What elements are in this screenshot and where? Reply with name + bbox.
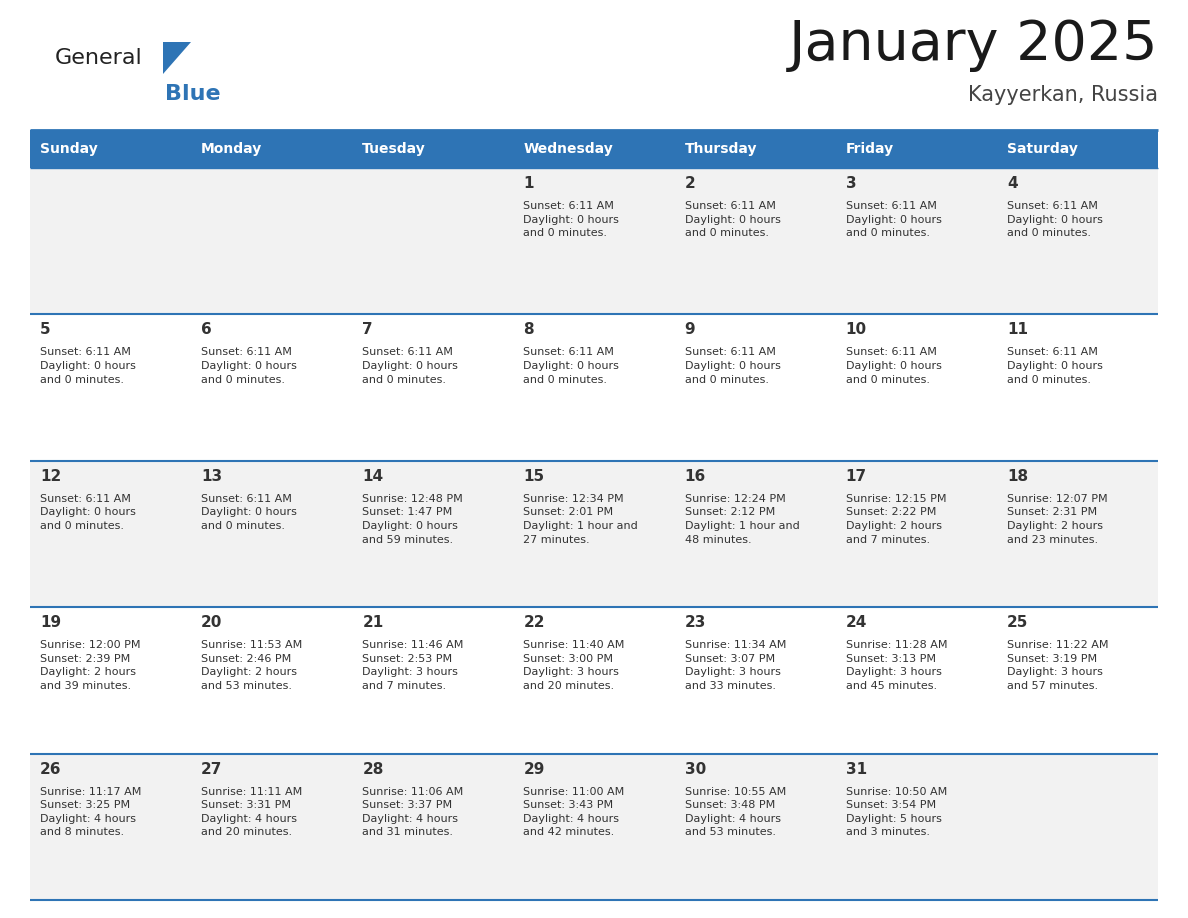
Bar (30, 314, 1158, 461)
Text: January 2025: January 2025 (789, 18, 1158, 72)
Text: 10: 10 (846, 322, 867, 338)
Text: Sunset: 6:11 AM
Daylight: 0 hours
and 0 minutes.: Sunset: 6:11 AM Daylight: 0 hours and 0 … (846, 347, 942, 385)
Text: Sunset: 6:11 AM
Daylight: 0 hours
and 0 minutes.: Sunset: 6:11 AM Daylight: 0 hours and 0 … (846, 201, 942, 238)
Bar (30, 607, 1158, 754)
Text: 6: 6 (201, 322, 211, 338)
Bar (30, 461, 1158, 607)
Text: 15: 15 (524, 469, 544, 484)
Text: 12: 12 (40, 469, 62, 484)
Text: Sunrise: 11:53 AM
Sunset: 2:46 PM
Daylight: 2 hours
and 53 minutes.: Sunrise: 11:53 AM Sunset: 2:46 PM Daylig… (201, 640, 303, 691)
Text: Sunrise: 10:55 AM
Sunset: 3:48 PM
Daylight: 4 hours
and 53 minutes.: Sunrise: 10:55 AM Sunset: 3:48 PM Daylig… (684, 787, 785, 837)
Text: 23: 23 (684, 615, 706, 630)
Text: 2: 2 (684, 176, 695, 191)
Text: Sunset: 6:11 AM
Daylight: 0 hours
and 0 minutes.: Sunset: 6:11 AM Daylight: 0 hours and 0 … (684, 201, 781, 238)
Text: Sunrise: 12:34 PM
Sunset: 2:01 PM
Daylight: 1 hour and
27 minutes.: Sunrise: 12:34 PM Sunset: 2:01 PM Daylig… (524, 494, 638, 544)
Text: Sunset: 6:11 AM
Daylight: 0 hours
and 0 minutes.: Sunset: 6:11 AM Daylight: 0 hours and 0 … (1007, 201, 1102, 238)
Text: 7: 7 (362, 322, 373, 338)
Text: 5: 5 (40, 322, 51, 338)
Text: Wednesday: Wednesday (524, 142, 613, 156)
Text: Monday: Monday (201, 142, 263, 156)
Text: Sunset: 6:11 AM
Daylight: 0 hours
and 0 minutes.: Sunset: 6:11 AM Daylight: 0 hours and 0 … (524, 201, 619, 238)
Text: 13: 13 (201, 469, 222, 484)
Text: Sunrise: 11:46 AM
Sunset: 2:53 PM
Daylight: 3 hours
and 7 minutes.: Sunrise: 11:46 AM Sunset: 2:53 PM Daylig… (362, 640, 463, 691)
Text: Sunset: 6:11 AM
Daylight: 0 hours
and 0 minutes.: Sunset: 6:11 AM Daylight: 0 hours and 0 … (40, 494, 135, 531)
Text: Saturday: Saturday (1007, 142, 1078, 156)
Text: 27: 27 (201, 762, 222, 777)
Text: 9: 9 (684, 322, 695, 338)
Text: Thursday: Thursday (684, 142, 757, 156)
Text: Sunrise: 12:24 PM
Sunset: 2:12 PM
Daylight: 1 hour and
48 minutes.: Sunrise: 12:24 PM Sunset: 2:12 PM Daylig… (684, 494, 800, 544)
Text: 21: 21 (362, 615, 384, 630)
Text: 4: 4 (1007, 176, 1017, 191)
Text: Sunset: 6:11 AM
Daylight: 0 hours
and 0 minutes.: Sunset: 6:11 AM Daylight: 0 hours and 0 … (684, 347, 781, 385)
Text: Sunrise: 11:40 AM
Sunset: 3:00 PM
Daylight: 3 hours
and 20 minutes.: Sunrise: 11:40 AM Sunset: 3:00 PM Daylig… (524, 640, 625, 691)
Text: Sunset: 6:11 AM
Daylight: 0 hours
and 0 minutes.: Sunset: 6:11 AM Daylight: 0 hours and 0 … (1007, 347, 1102, 385)
Text: Sunset: 6:11 AM
Daylight: 0 hours
and 0 minutes.: Sunset: 6:11 AM Daylight: 0 hours and 0 … (201, 494, 297, 531)
Text: Sunrise: 11:17 AM
Sunset: 3:25 PM
Daylight: 4 hours
and 8 minutes.: Sunrise: 11:17 AM Sunset: 3:25 PM Daylig… (40, 787, 141, 837)
Text: Sunset: 6:11 AM
Daylight: 0 hours
and 0 minutes.: Sunset: 6:11 AM Daylight: 0 hours and 0 … (524, 347, 619, 385)
Text: 1: 1 (524, 176, 533, 191)
Bar (30, 168, 1158, 314)
Text: 20: 20 (201, 615, 222, 630)
Text: 18: 18 (1007, 469, 1028, 484)
Text: Sunset: 6:11 AM
Daylight: 0 hours
and 0 minutes.: Sunset: 6:11 AM Daylight: 0 hours and 0 … (201, 347, 297, 385)
Text: 29: 29 (524, 762, 545, 777)
Text: Sunset: 6:11 AM
Daylight: 0 hours
and 0 minutes.: Sunset: 6:11 AM Daylight: 0 hours and 0 … (362, 347, 459, 385)
Text: 22: 22 (524, 615, 545, 630)
Text: 17: 17 (846, 469, 867, 484)
Text: 11: 11 (1007, 322, 1028, 338)
Text: Sunrise: 12:48 PM
Sunset: 1:47 PM
Daylight: 0 hours
and 59 minutes.: Sunrise: 12:48 PM Sunset: 1:47 PM Daylig… (362, 494, 463, 544)
Text: Sunday: Sunday (40, 142, 97, 156)
Text: Sunrise: 11:11 AM
Sunset: 3:31 PM
Daylight: 4 hours
and 20 minutes.: Sunrise: 11:11 AM Sunset: 3:31 PM Daylig… (201, 787, 303, 837)
Text: 14: 14 (362, 469, 384, 484)
Text: Sunrise: 12:00 PM
Sunset: 2:39 PM
Daylight: 2 hours
and 39 minutes.: Sunrise: 12:00 PM Sunset: 2:39 PM Daylig… (40, 640, 140, 691)
Text: Sunrise: 12:07 PM
Sunset: 2:31 PM
Daylight: 2 hours
and 23 minutes.: Sunrise: 12:07 PM Sunset: 2:31 PM Daylig… (1007, 494, 1107, 544)
Text: Sunrise: 12:15 PM
Sunset: 2:22 PM
Daylight: 2 hours
and 7 minutes.: Sunrise: 12:15 PM Sunset: 2:22 PM Daylig… (846, 494, 946, 544)
Text: Sunrise: 11:00 AM
Sunset: 3:43 PM
Daylight: 4 hours
and 42 minutes.: Sunrise: 11:00 AM Sunset: 3:43 PM Daylig… (524, 787, 625, 837)
Text: 19: 19 (40, 615, 61, 630)
Text: Friday: Friday (846, 142, 893, 156)
Polygon shape (163, 42, 191, 74)
Bar (30, 130, 1158, 168)
Text: 26: 26 (40, 762, 62, 777)
Text: Sunrise: 11:22 AM
Sunset: 3:19 PM
Daylight: 3 hours
and 57 minutes.: Sunrise: 11:22 AM Sunset: 3:19 PM Daylig… (1007, 640, 1108, 691)
Text: 8: 8 (524, 322, 535, 338)
Text: Blue: Blue (165, 84, 221, 104)
Text: 25: 25 (1007, 615, 1029, 630)
Text: 31: 31 (846, 762, 867, 777)
Text: General: General (55, 48, 143, 68)
Text: Tuesday: Tuesday (362, 142, 426, 156)
Text: Sunrise: 10:50 AM
Sunset: 3:54 PM
Daylight: 5 hours
and 3 minutes.: Sunrise: 10:50 AM Sunset: 3:54 PM Daylig… (846, 787, 947, 837)
Bar (30, 754, 1158, 900)
Text: 30: 30 (684, 762, 706, 777)
Text: 28: 28 (362, 762, 384, 777)
Text: 24: 24 (846, 615, 867, 630)
Text: 16: 16 (684, 469, 706, 484)
Text: Kayyerkan, Russia: Kayyerkan, Russia (968, 85, 1158, 105)
Text: Sunset: 6:11 AM
Daylight: 0 hours
and 0 minutes.: Sunset: 6:11 AM Daylight: 0 hours and 0 … (40, 347, 135, 385)
Text: Sunrise: 11:34 AM
Sunset: 3:07 PM
Daylight: 3 hours
and 33 minutes.: Sunrise: 11:34 AM Sunset: 3:07 PM Daylig… (684, 640, 786, 691)
Text: 3: 3 (846, 176, 857, 191)
Text: Sunrise: 11:28 AM
Sunset: 3:13 PM
Daylight: 3 hours
and 45 minutes.: Sunrise: 11:28 AM Sunset: 3:13 PM Daylig… (846, 640, 947, 691)
Text: Sunrise: 11:06 AM
Sunset: 3:37 PM
Daylight: 4 hours
and 31 minutes.: Sunrise: 11:06 AM Sunset: 3:37 PM Daylig… (362, 787, 463, 837)
